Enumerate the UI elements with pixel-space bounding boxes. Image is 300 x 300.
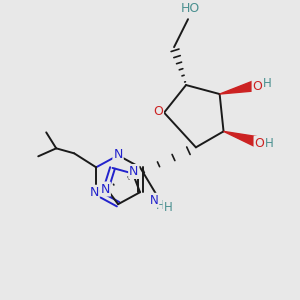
Text: H: H (164, 201, 172, 214)
Text: N: N (113, 148, 123, 161)
Text: O: O (153, 105, 163, 118)
Polygon shape (220, 81, 255, 94)
Text: H: H (156, 199, 164, 212)
Text: O: O (254, 137, 264, 150)
Text: H: H (265, 137, 274, 150)
Text: O: O (253, 80, 262, 93)
Text: H: H (263, 76, 272, 90)
Polygon shape (224, 131, 257, 146)
Text: N: N (100, 182, 110, 196)
Text: HO: HO (180, 2, 200, 15)
Text: N: N (89, 186, 99, 199)
Text: N: N (150, 194, 158, 207)
Text: N: N (129, 165, 139, 178)
